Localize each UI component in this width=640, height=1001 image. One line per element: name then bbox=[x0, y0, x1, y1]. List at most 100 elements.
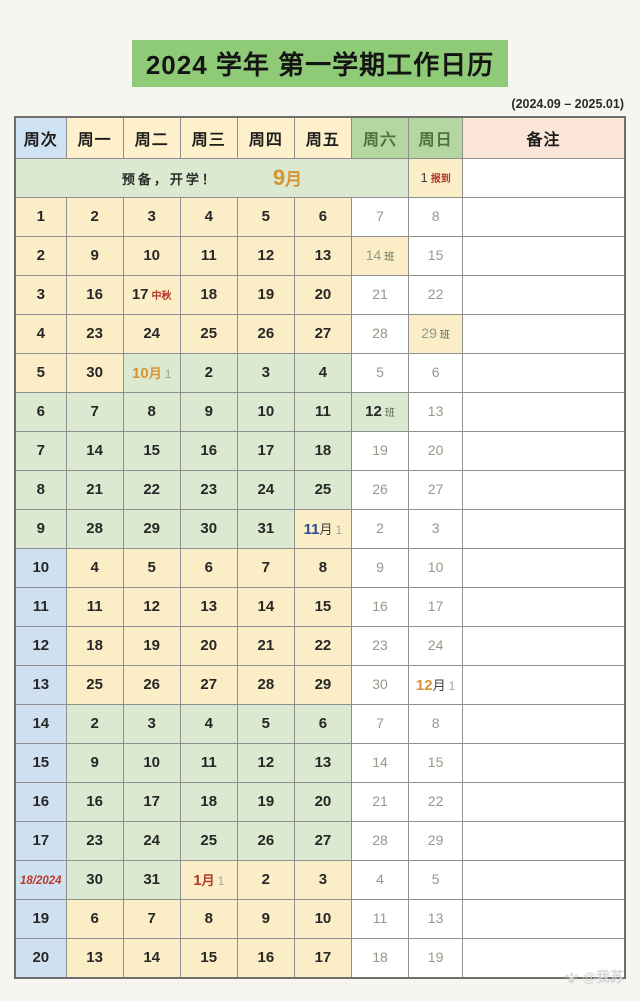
cell-text: 13 bbox=[32, 676, 50, 693]
day-cell-2-fri: 13 bbox=[293, 236, 352, 276]
remark-cell-17 bbox=[462, 821, 626, 861]
cell-text: 2 bbox=[376, 520, 384, 536]
cell-text: 15 bbox=[32, 754, 50, 771]
day-cell-17-sun: 29 bbox=[408, 821, 464, 861]
remark-cell-19 bbox=[462, 899, 626, 939]
remark-cell-3 bbox=[462, 275, 626, 315]
cell-text: 17 bbox=[314, 949, 332, 966]
day-cell-9-sat: 2 bbox=[350, 509, 410, 549]
week-row-8: 8 21 22 23 24 25 26 27 bbox=[14, 470, 626, 510]
cell-text: 月 bbox=[319, 522, 333, 537]
col-header-tue: 周二 bbox=[122, 116, 181, 159]
cell-text: 3 bbox=[147, 715, 156, 732]
cell-text: 16 bbox=[86, 793, 103, 810]
cell-text: 1 bbox=[420, 170, 428, 185]
day-cell-8-sun: 27 bbox=[408, 470, 464, 510]
cell-text: 27 bbox=[314, 832, 332, 849]
day-cell-15-wed: 11 bbox=[179, 743, 238, 783]
cell-text: 1 bbox=[193, 872, 202, 889]
week-row-5: 5 30 10月 1 2 3 4 5 6 bbox=[14, 353, 626, 393]
week-row-19: 19 6 7 8 9 10 11 13 bbox=[14, 899, 626, 939]
day-cell-7-tue: 15 bbox=[122, 431, 181, 471]
cell-text: 21 bbox=[372, 286, 388, 302]
day-cell-14-sun: 8 bbox=[408, 704, 464, 744]
cell-text: 9 bbox=[204, 403, 213, 420]
day-cell-10-mon: 4 bbox=[65, 548, 124, 588]
day-cell-4-sun: 29 班 bbox=[408, 314, 464, 354]
cell-text: 27 bbox=[314, 325, 332, 342]
cell-text: 10 bbox=[314, 910, 332, 927]
week-number-cell-14: 14 bbox=[14, 704, 67, 744]
day-cell-3-sun: 22 bbox=[408, 275, 464, 315]
day-cell-19-sun: 13 bbox=[408, 899, 464, 939]
cell-text: 18 bbox=[314, 442, 332, 459]
day-cell-20-sat: 18 bbox=[350, 938, 410, 979]
day-cell-6-sat: 12 班 bbox=[350, 392, 410, 432]
cell-text: 7 bbox=[261, 559, 271, 576]
day-cell-2-thu: 12 bbox=[236, 236, 295, 276]
cell-text: 5 bbox=[376, 364, 384, 380]
cell-text: 月 bbox=[201, 873, 215, 888]
col-header-thu: 周四 bbox=[236, 116, 295, 159]
cell-text: 19 bbox=[257, 793, 275, 810]
day-cell-18-sun: 5 bbox=[408, 860, 464, 900]
week-row-3: 3 16 17 中秋 18 19 20 21 22 bbox=[14, 275, 626, 315]
day-cell-19-mon: 6 bbox=[65, 899, 124, 939]
day-cell-1-fri: 6 bbox=[293, 197, 352, 237]
cell-text: 16 bbox=[32, 793, 50, 810]
cell-text: 14 bbox=[365, 247, 382, 263]
cell-text: 10 bbox=[32, 559, 50, 576]
cell-text: 18 bbox=[200, 793, 218, 810]
cell-text: 15 bbox=[427, 247, 444, 263]
week-row-11: 11 11 12 13 14 15 16 17 bbox=[14, 587, 626, 627]
day-cell-12-sat: 23 bbox=[350, 626, 410, 666]
cell-text: 11 bbox=[372, 910, 388, 926]
day-cell-8-mon: 21 bbox=[65, 470, 124, 510]
day-cell-6-sun: 13 bbox=[408, 392, 464, 432]
cell-text: 5 bbox=[36, 364, 45, 381]
day-cell-17-fri: 27 bbox=[293, 821, 352, 861]
week-row-13: 13 25 26 27 28 29 30 12月 1 bbox=[14, 665, 626, 705]
cell-text: 8 bbox=[318, 559, 328, 576]
cell-text: 19 bbox=[372, 442, 388, 458]
day-cell-6-mon: 7 bbox=[65, 392, 124, 432]
cell-text: 13 bbox=[86, 949, 103, 966]
cell-text: 14 bbox=[257, 598, 275, 615]
day-cell-2-wed: 11 bbox=[179, 236, 238, 276]
day-cell-2-sat: 14 班 bbox=[350, 236, 410, 276]
cell-text: 17 bbox=[143, 793, 161, 810]
cell-text: 班 bbox=[384, 252, 395, 263]
cell-text: 5 bbox=[431, 871, 440, 887]
cell-text: 11 bbox=[200, 754, 217, 771]
cell-text: 20 bbox=[314, 793, 332, 810]
day-cell-1-wed: 4 bbox=[179, 197, 238, 237]
cell-text: 28 bbox=[86, 520, 103, 537]
cell-text: 6 bbox=[431, 364, 440, 380]
cell-text: 19 bbox=[32, 910, 50, 927]
cell-text: 8 bbox=[431, 715, 440, 731]
cell-text: 26 bbox=[372, 481, 388, 497]
cell-text: 11 bbox=[32, 598, 49, 615]
remark-cell-9 bbox=[462, 509, 626, 549]
day-cell-15-tue: 10 bbox=[122, 743, 181, 783]
cell-text: 12 bbox=[257, 754, 275, 771]
day-cell-17-tue: 24 bbox=[122, 821, 181, 861]
cell-text: 24 bbox=[143, 325, 161, 342]
cell-text: 13 bbox=[314, 247, 332, 264]
day-cell-13-wed: 27 bbox=[179, 665, 238, 705]
week-number-cell-5: 5 bbox=[14, 353, 67, 393]
cell-text: 8 bbox=[36, 481, 45, 498]
day-cell-20-tue: 14 bbox=[122, 938, 181, 979]
cell-text: 2 bbox=[204, 364, 213, 381]
week-row-9: 9 28 29 30 31 11月 1 2 3 bbox=[14, 509, 626, 549]
day-cell-13-sat: 30 bbox=[350, 665, 410, 705]
day-cell-4-fri: 27 bbox=[293, 314, 352, 354]
day-cell-11-wed: 13 bbox=[179, 587, 238, 627]
day-cell-18-mon: 30 bbox=[65, 860, 124, 900]
cell-text: 25 bbox=[86, 676, 103, 693]
cell-text: 17 bbox=[131, 286, 149, 303]
cell-text: 6 bbox=[36, 403, 45, 420]
col-header-sun: 周日 bbox=[408, 116, 464, 159]
cell-text: 15 bbox=[143, 442, 161, 459]
cell-text: 25 bbox=[200, 325, 218, 342]
